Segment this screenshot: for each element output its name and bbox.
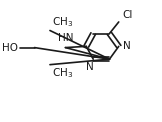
Text: N: N [123,41,131,51]
Text: N: N [86,62,94,72]
Text: CH$_3$: CH$_3$ [52,15,73,29]
Text: HO: HO [2,43,18,53]
Text: CH$_3$: CH$_3$ [52,66,73,80]
Text: Cl: Cl [123,10,133,20]
Text: HN: HN [58,33,74,43]
